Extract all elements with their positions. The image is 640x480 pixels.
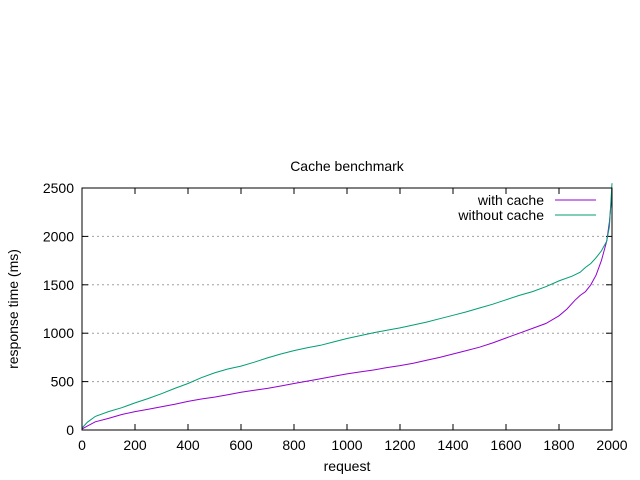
y-tick-label: 500 (51, 374, 75, 390)
x-tick-label: 1400 (437, 437, 468, 453)
x-tick-label: 800 (282, 437, 306, 453)
series-line-0 (81, 192, 613, 430)
y-tick-label: 0 (66, 422, 74, 438)
legend-label-0: with cache (477, 192, 544, 208)
x-tick-label: 0 (78, 437, 86, 453)
x-tick-label: 1800 (543, 437, 574, 453)
legend-label-1: without cache (457, 207, 544, 223)
x-tick-label: 400 (176, 437, 200, 453)
chart-title: Cache benchmark (290, 158, 405, 174)
x-tick-label: 600 (229, 437, 253, 453)
series-line-1 (81, 183, 613, 429)
x-tick-label: 1200 (384, 437, 415, 453)
y-axis-label: response time (ms) (5, 249, 21, 369)
x-axis-label: request (324, 458, 371, 474)
x-tick-label: 200 (123, 437, 147, 453)
y-tick-label: 2000 (43, 228, 74, 244)
x-tick-label: 1600 (490, 437, 521, 453)
x-tick-label: 2000 (596, 437, 627, 453)
x-tick-label: 1000 (331, 437, 362, 453)
grid (82, 235, 612, 383)
y-tick-label: 2500 (43, 180, 74, 196)
ticks: 0 500 1000 1500 2000 2500 0 200 400 600 800 1000 120… (43, 180, 628, 453)
series (81, 183, 613, 430)
y-tick-label: 1000 (43, 325, 74, 341)
plot-border (81, 187, 613, 431)
y-tick-label: 1500 (43, 277, 74, 293)
